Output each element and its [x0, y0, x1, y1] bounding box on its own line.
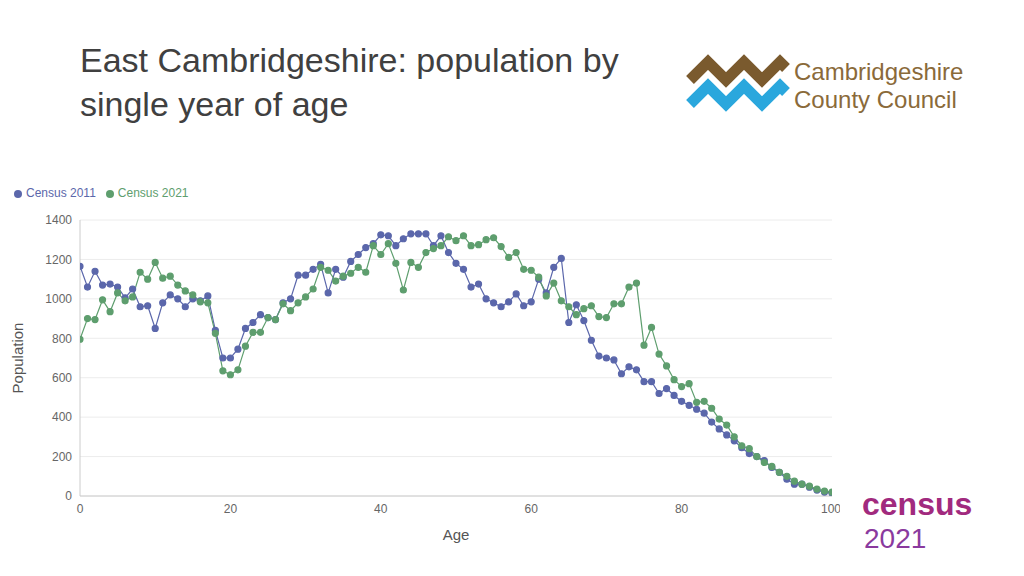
html-text:Census 2011: Census 2011	[26, 186, 96, 200]
svg-text:Population: Population	[10, 323, 26, 394]
svg-text:60: 60	[525, 502, 539, 516]
svg-text:1400: 1400	[45, 213, 72, 227]
svg-text:800: 800	[52, 332, 72, 346]
svg-text:400: 400	[52, 410, 72, 424]
svg-text:0: 0	[65, 489, 72, 503]
svg-text:1000: 1000	[45, 292, 72, 306]
svg-text:1200: 1200	[45, 253, 72, 267]
html-text:census: census	[862, 486, 973, 522]
svg-text:200: 200	[52, 450, 72, 464]
svg-text:20: 20	[224, 502, 238, 516]
svg-text:0: 0	[77, 502, 84, 516]
svg-text:Cambridgeshire: Cambridgeshire	[794, 58, 963, 85]
svg-text:100: 100	[821, 502, 840, 516]
svg-text:40: 40	[374, 502, 388, 516]
svg-text:County Council: County Council	[794, 86, 957, 113]
html-text:2021: 2021	[864, 523, 927, 554]
svg-text:Age: Age	[443, 526, 470, 543]
html-text:East Cambridgeshire: populatio: East Cambridgeshire: population by singl…	[80, 41, 619, 123]
html-text:Census 2021: Census 2021	[117, 186, 189, 200]
svg-text:600: 600	[52, 371, 72, 385]
svg-text:80: 80	[675, 502, 689, 516]
